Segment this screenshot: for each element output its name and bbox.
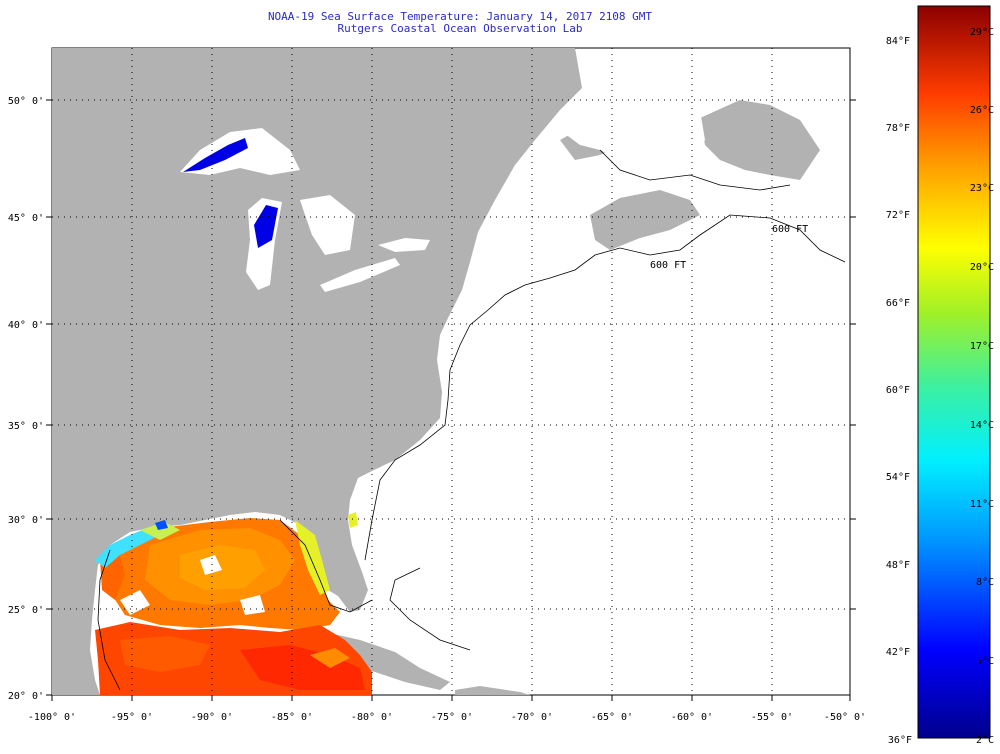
- lon-label: -70° 0': [511, 712, 553, 723]
- colorbar-f-label: 84°F: [886, 36, 910, 47]
- lon-label: -85° 0': [271, 712, 313, 723]
- colorbar-c-label: 11°C: [970, 499, 994, 510]
- lat-label: 40° 0': [8, 320, 44, 331]
- lat-label: 45° 0': [8, 213, 44, 224]
- land-hispaniola: [455, 686, 530, 695]
- colorbar: [917, 5, 991, 739]
- lake-ontario: [378, 238, 430, 252]
- lon-label: -60° 0': [671, 712, 713, 723]
- colorbar-c-label: 8°C: [976, 577, 994, 588]
- lon-label: -90° 0': [191, 712, 233, 723]
- land-newfoundland: [700, 100, 820, 180]
- colorbar-f-label: 42°F: [886, 647, 910, 658]
- colorbar-f-label: 54°F: [886, 472, 910, 483]
- map-title: NOAA-19 Sea Surface Temperature: January…: [267, 10, 653, 23]
- lat-label: 35° 0': [8, 421, 44, 432]
- lake-michigan-cold: [254, 205, 278, 248]
- isobath-lines: [97, 149, 846, 691]
- lat-label: 25° 0': [8, 605, 44, 616]
- land-north-america: [52, 48, 582, 695]
- lon-label: -65° 0': [591, 712, 633, 723]
- isobath-label-600ft: 600 FT: [650, 260, 686, 271]
- lon-label: -50° 0': [824, 712, 866, 723]
- lat-label: 30° 0': [8, 515, 44, 526]
- lon-label: -75° 0': [431, 712, 473, 723]
- lon-label: -55° 0': [751, 712, 793, 723]
- lon-label: -80° 0': [351, 712, 393, 723]
- lat-label: 20° 0': [8, 691, 44, 702]
- lon-label: -95° 0': [111, 712, 153, 723]
- colorbar-c-label: 26°C: [970, 105, 994, 116]
- colorbar-c-label: 5°C: [976, 656, 994, 667]
- map-subtitle: Rutgers Coastal Ocean Observation Lab: [337, 22, 583, 35]
- colorbar-c-label: 14°C: [970, 420, 994, 431]
- colorbar-f-label: 78°F: [886, 123, 910, 134]
- colorbar-c-label: 23°C: [970, 183, 994, 194]
- sst-atlantic-warm-patch: [348, 512, 358, 528]
- isobath-label-600ft-2: 600 FT: [772, 224, 808, 235]
- grid-lines: [52, 48, 850, 695]
- colorbar-fahrenheit-labels: 84°F 78°F 72°F 66°F 60°F 54°F 48°F 42°F …: [886, 36, 912, 746]
- lon-label: -100° 0': [28, 712, 76, 723]
- colorbar-c-label: 20°C: [970, 262, 994, 273]
- gulf-st-lawrence: [560, 92, 705, 180]
- land-nova-scotia: [590, 190, 700, 250]
- colorbar-f-label: 36°F: [888, 735, 912, 746]
- colorbar-f-label: 66°F: [886, 298, 910, 309]
- colorbar-f-label: 60°F: [886, 385, 910, 396]
- colorbar-c-label: 29°C: [970, 27, 994, 38]
- colorbar-c-label: 2°C: [976, 735, 994, 746]
- colorbar-c-label: 17°C: [970, 341, 994, 352]
- lake-erie: [320, 258, 400, 292]
- colorbar-f-label: 48°F: [886, 560, 910, 571]
- lake-superior-cold: [183, 138, 248, 172]
- latitude-labels: 50° 0' 45° 0' 40° 0' 35° 0' 30° 0' 25° 0…: [8, 96, 44, 702]
- lat-label: 50° 0': [8, 96, 44, 107]
- axis-ticks: [46, 99, 856, 701]
- longitude-labels: -100° 0' -95° 0' -90° 0' -85° 0' -80° 0'…: [28, 712, 866, 723]
- colorbar-celsius-labels: 29°C 26°C 23°C 20°C 17°C 14°C 11°C 8°C 5…: [970, 27, 994, 746]
- sst-gulf-of-mexico: [95, 518, 372, 695]
- lake-huron: [300, 195, 355, 255]
- colorbar-f-label: 72°F: [886, 210, 910, 221]
